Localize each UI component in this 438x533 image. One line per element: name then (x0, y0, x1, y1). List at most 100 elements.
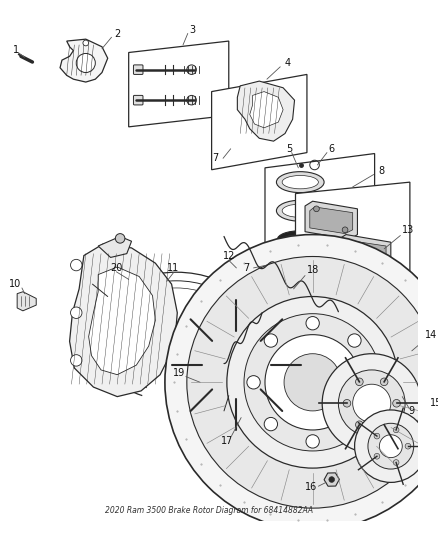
Text: 12: 12 (223, 251, 235, 261)
Circle shape (71, 307, 82, 318)
Circle shape (379, 435, 402, 458)
Polygon shape (88, 267, 155, 375)
Circle shape (365, 376, 378, 389)
Text: 1: 1 (13, 45, 19, 55)
Text: 13: 13 (402, 225, 414, 235)
Circle shape (306, 435, 319, 448)
Circle shape (200, 379, 210, 389)
Ellipse shape (282, 175, 318, 189)
Polygon shape (278, 296, 417, 406)
FancyBboxPatch shape (347, 367, 370, 390)
Circle shape (374, 454, 380, 459)
Polygon shape (70, 244, 177, 397)
Ellipse shape (283, 259, 318, 268)
Circle shape (355, 410, 427, 482)
Polygon shape (95, 274, 112, 291)
Text: 15: 15 (431, 398, 438, 408)
Circle shape (203, 382, 207, 386)
FancyBboxPatch shape (347, 336, 370, 359)
Circle shape (187, 256, 438, 508)
FancyBboxPatch shape (315, 367, 339, 390)
Circle shape (306, 317, 319, 330)
Polygon shape (60, 39, 108, 82)
Circle shape (198, 361, 206, 369)
Polygon shape (310, 207, 353, 233)
Circle shape (233, 327, 240, 335)
Text: 7: 7 (212, 154, 219, 163)
Circle shape (329, 477, 335, 482)
Circle shape (380, 421, 388, 429)
FancyBboxPatch shape (378, 306, 401, 329)
Text: 2: 2 (114, 29, 120, 39)
Polygon shape (296, 182, 410, 306)
FancyBboxPatch shape (378, 367, 401, 390)
Text: 3: 3 (190, 25, 196, 35)
Circle shape (83, 40, 88, 46)
Circle shape (264, 417, 278, 431)
Text: 20: 20 (110, 263, 123, 273)
Circle shape (71, 260, 82, 271)
Ellipse shape (276, 172, 324, 192)
Circle shape (356, 378, 363, 386)
Circle shape (165, 235, 438, 530)
Text: 2020 Ram 3500 Brake Rotor Diagram for 68414882AA: 2020 Ram 3500 Brake Rotor Diagram for 68… (105, 505, 313, 514)
Circle shape (393, 427, 399, 433)
Circle shape (348, 417, 361, 431)
Circle shape (227, 296, 399, 468)
Circle shape (244, 314, 381, 451)
Polygon shape (212, 75, 307, 169)
Ellipse shape (277, 255, 323, 272)
Polygon shape (343, 240, 386, 267)
Circle shape (267, 361, 275, 369)
Text: 8: 8 (378, 166, 385, 176)
Circle shape (368, 423, 414, 469)
Circle shape (187, 65, 196, 75)
Circle shape (174, 303, 298, 427)
Circle shape (356, 421, 363, 429)
Polygon shape (339, 235, 391, 273)
Circle shape (247, 376, 260, 389)
Circle shape (257, 385, 265, 393)
Polygon shape (265, 154, 374, 282)
Circle shape (264, 334, 278, 347)
FancyBboxPatch shape (347, 306, 370, 329)
Circle shape (322, 354, 421, 453)
Polygon shape (305, 201, 357, 239)
Circle shape (347, 239, 353, 245)
Text: 5: 5 (286, 144, 292, 154)
Polygon shape (250, 92, 283, 128)
Circle shape (339, 370, 405, 437)
Circle shape (208, 337, 216, 345)
Circle shape (348, 334, 361, 347)
Text: 11: 11 (167, 263, 180, 273)
FancyBboxPatch shape (315, 306, 339, 329)
Circle shape (115, 233, 125, 243)
FancyBboxPatch shape (315, 336, 339, 359)
Circle shape (215, 403, 219, 407)
FancyBboxPatch shape (284, 306, 307, 329)
Text: 17: 17 (221, 437, 233, 447)
Circle shape (208, 385, 216, 393)
FancyBboxPatch shape (378, 336, 401, 359)
Circle shape (257, 337, 265, 345)
Circle shape (233, 395, 240, 403)
Circle shape (265, 335, 360, 430)
Circle shape (187, 95, 196, 105)
Polygon shape (129, 41, 229, 127)
Circle shape (284, 354, 341, 411)
Circle shape (375, 260, 381, 266)
Text: 9: 9 (409, 406, 415, 416)
Text: 19: 19 (173, 368, 185, 378)
Circle shape (374, 433, 380, 439)
Ellipse shape (277, 231, 323, 248)
Circle shape (314, 206, 319, 212)
Circle shape (223, 352, 250, 378)
Circle shape (343, 399, 351, 407)
Polygon shape (98, 237, 131, 257)
Circle shape (393, 459, 399, 465)
Polygon shape (17, 292, 36, 311)
FancyBboxPatch shape (284, 367, 307, 390)
Text: 16: 16 (304, 482, 317, 492)
Ellipse shape (276, 200, 324, 221)
Polygon shape (237, 81, 294, 141)
